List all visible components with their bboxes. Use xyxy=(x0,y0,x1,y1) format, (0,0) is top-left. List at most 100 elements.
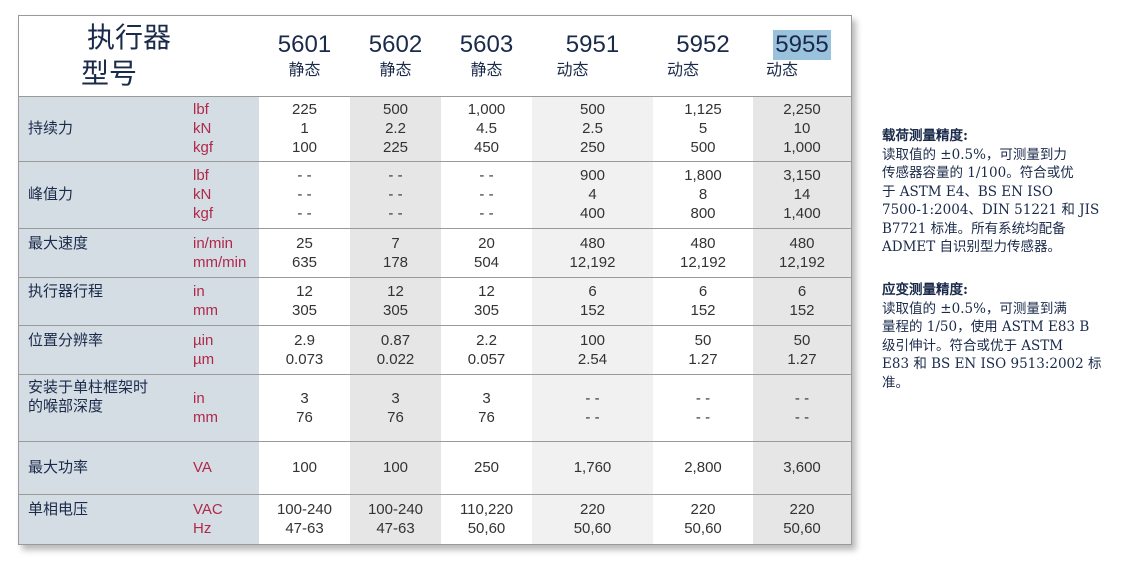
table-cell: 50,60 xyxy=(684,520,722,537)
table-cell: 1,125 xyxy=(684,101,722,118)
table-cell: - - xyxy=(388,205,403,222)
spec-row-label: 最大速度 xyxy=(28,234,88,253)
table-cell: 500 xyxy=(382,101,409,118)
load-accuracy-heading: 载荷测量精度: xyxy=(882,128,968,144)
unit-label: kN xyxy=(193,186,212,203)
table-cell: 0.073 xyxy=(285,351,324,368)
row-divider xyxy=(19,374,851,375)
model-number: 5955 xyxy=(773,30,831,60)
table-cell: - - xyxy=(695,390,711,407)
model-type: 动态 xyxy=(667,60,700,79)
spec-table: 执行器 型号 5601 静态 5602 静态 5603 静态 5951 动态 5952 动态 595… xyxy=(18,15,852,545)
load-line: 于 ASTM E4、BS EN ISO xyxy=(882,183,1053,200)
table-cell: 305 xyxy=(473,302,500,319)
unit-label: mm xyxy=(193,409,218,426)
model-column-header: 5602 静态 xyxy=(350,30,442,80)
table-cell: 225 xyxy=(291,101,318,118)
unit-label: kgf xyxy=(193,205,214,222)
table-cell: 3 xyxy=(391,390,400,407)
table-cell: - - xyxy=(388,186,403,203)
actuator-model-heading: 执行器 型号 xyxy=(19,16,239,96)
table-cell: 100-240 xyxy=(276,501,333,518)
table-cell: 450 xyxy=(473,139,500,156)
load-line: 读取值的 ±0.5%，可测量到力 xyxy=(882,146,1067,163)
table-cell: 47-63 xyxy=(376,520,415,537)
table-cell: 12,192 xyxy=(569,254,616,271)
model-type: 静态 xyxy=(470,60,503,79)
row-divider xyxy=(19,494,851,495)
table-cell: 0.057 xyxy=(467,351,506,368)
table-cell: 4.5 xyxy=(476,120,497,137)
column-stripe xyxy=(753,96,851,544)
table-header: 执行器 型号 xyxy=(19,16,851,96)
row-divider xyxy=(19,441,851,442)
model-number: 5603 xyxy=(459,31,514,58)
table-cell: 50,60 xyxy=(467,520,506,537)
table-cell: 12,192 xyxy=(680,254,726,271)
unit-label: in xyxy=(193,390,205,407)
table-cell: 0.022 xyxy=(376,351,415,368)
table-cell: 2.2 xyxy=(385,120,406,137)
table-cell: 6 xyxy=(698,283,708,300)
table-cell: 12 xyxy=(478,283,495,300)
spec-row-label: 最大功率 xyxy=(28,458,88,477)
table-cell: 50,60 xyxy=(783,520,821,537)
table-cell: 500 xyxy=(690,139,716,156)
row-label-line: 最大速度 xyxy=(28,234,89,252)
row-divider xyxy=(19,228,851,229)
model-column-header: 5601 静态 xyxy=(259,30,351,80)
table-cell: 400 xyxy=(579,205,606,222)
table-cell: 6 xyxy=(588,283,597,300)
table-cell: 500 xyxy=(579,101,606,118)
table-cell: 635 xyxy=(291,254,318,271)
row-divider xyxy=(19,96,851,97)
model-type: 静态 xyxy=(288,60,321,79)
model-number: 5951 xyxy=(565,31,620,58)
load-line: 7500-1:2004、DIN 51221 和 JIS xyxy=(882,202,1100,218)
table-cell: 2.5 xyxy=(582,120,603,137)
table-cell: 1.27 xyxy=(787,351,817,368)
unit-label: µm xyxy=(193,351,215,368)
table-cell: 305 xyxy=(382,302,409,319)
unit-label: µin xyxy=(193,332,214,349)
unit-label: kgf xyxy=(193,139,214,156)
table-cell: 3,150 xyxy=(783,167,821,184)
table-cell: 100-240 xyxy=(367,501,424,518)
table-cell: 47-63 xyxy=(285,520,324,537)
table-cell: 152 xyxy=(579,302,606,319)
row-label-line: 单相电压 xyxy=(28,500,89,518)
table-cell: - - xyxy=(794,409,810,426)
table-cell: 12 xyxy=(296,283,313,300)
table-cell: 2.54 xyxy=(577,351,608,368)
table-cell: 1.27 xyxy=(688,351,718,368)
row-label-line: 安装于单柱框架时 xyxy=(28,378,149,396)
row-label-line: 最大功率 xyxy=(28,458,89,476)
strain-line: 级引伸计。符合或优于 ASTM xyxy=(882,337,1064,354)
table-cell: 480 xyxy=(789,235,815,252)
unit-label: kN xyxy=(193,120,212,137)
strain-line: E83 和 BS EN ISO 9513:2002 标 xyxy=(882,356,1102,372)
table-cell: 3,600 xyxy=(783,459,821,476)
row-divider xyxy=(19,277,851,278)
table-cell: 480 xyxy=(579,235,606,252)
table-cell: 4 xyxy=(588,186,597,203)
table-cell: 220 xyxy=(579,501,606,518)
table-cell: - - xyxy=(297,167,312,184)
spec-row-label: 执行器行程 xyxy=(28,282,103,301)
unit-label: VA xyxy=(193,459,212,476)
table-cell: - - xyxy=(794,390,810,407)
row-label-line: 持续力 xyxy=(28,119,74,137)
table-cell: 100 xyxy=(291,459,318,476)
table-cell: 1,000 xyxy=(783,139,821,156)
table-cell: 50 xyxy=(793,332,811,349)
table-cell: 50 xyxy=(694,332,712,349)
table-cell: - - xyxy=(297,205,312,222)
load-accuracy-note: 载荷测量精度: 读取值的 ±0.5%，可测量到力 传感器容量的 1/100。符合… xyxy=(882,127,1118,257)
table-cell: - - xyxy=(479,205,494,222)
table-cell: - - xyxy=(388,167,403,184)
table-cell: - - xyxy=(585,390,600,407)
load-line: B7721 标准。所有系统均配备 xyxy=(882,220,1066,237)
table-cell: 1,000 xyxy=(467,101,506,118)
strain-line: 读取值的 ±0.5%，可测量到满 xyxy=(882,300,1067,317)
table-cell: 76 xyxy=(478,409,495,426)
